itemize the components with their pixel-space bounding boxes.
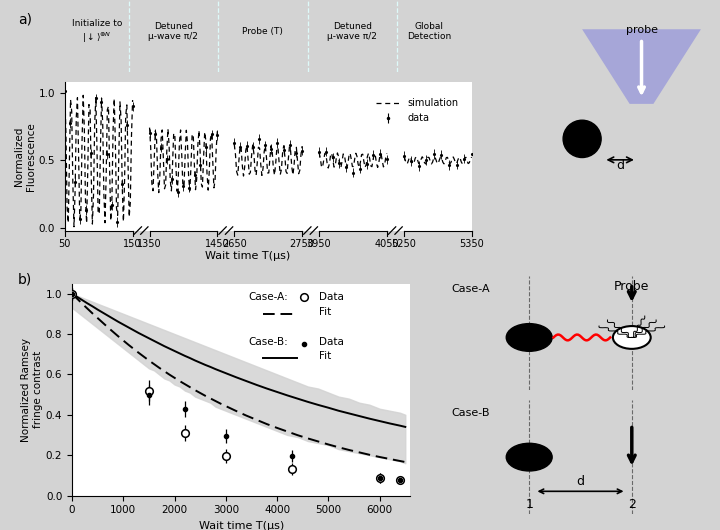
Text: 5350: 5350 [459, 240, 484, 250]
Legend: simulation, data: simulation, data [372, 94, 463, 127]
Text: Global
Detection: Global Detection [407, 22, 451, 41]
Text: Case-B: Case-B [451, 408, 490, 418]
Text: 150: 150 [123, 240, 142, 250]
Text: Case-A: Case-A [451, 284, 490, 294]
Text: 2750: 2750 [289, 240, 315, 250]
Text: 1: 1 [526, 498, 533, 510]
Text: 2: 2 [628, 498, 636, 510]
Polygon shape [582, 29, 701, 104]
Circle shape [613, 326, 651, 349]
Text: Detuned
μ-wave π/2: Detuned μ-wave π/2 [148, 22, 198, 41]
Text: Detuned
μ-wave π/2: Detuned μ-wave π/2 [328, 22, 377, 41]
Text: 2650: 2650 [222, 240, 247, 250]
Text: d: d [616, 159, 624, 172]
Circle shape [506, 324, 552, 351]
Text: Data: Data [319, 292, 344, 302]
Text: a): a) [18, 13, 32, 27]
Circle shape [506, 443, 552, 471]
Text: 5250: 5250 [392, 240, 416, 250]
Circle shape [563, 120, 601, 157]
Text: Data: Data [319, 337, 344, 347]
Text: 4050: 4050 [374, 240, 399, 250]
Text: 1350: 1350 [138, 240, 162, 250]
Text: Case-A:: Case-A: [248, 292, 288, 302]
Text: Probe: Probe [614, 280, 649, 294]
Text: probe: probe [626, 24, 657, 34]
X-axis label: Wait time T(μs): Wait time T(μs) [199, 521, 284, 530]
Text: b): b) [18, 273, 32, 287]
Text: Probe (T): Probe (T) [243, 28, 283, 36]
Text: Case-B:: Case-B: [248, 337, 288, 347]
Text: d: d [577, 475, 585, 488]
Text: Fit: Fit [319, 351, 331, 360]
Y-axis label: Normalized
Fluorescence: Normalized Fluorescence [14, 122, 36, 191]
Text: 50: 50 [58, 240, 71, 250]
Text: Fit: Fit [319, 307, 331, 317]
Text: 3950: 3950 [307, 240, 331, 250]
Text: Wait time T(μs): Wait time T(μs) [205, 251, 290, 261]
Y-axis label: Normalized Ramsey
fringe contrast: Normalized Ramsey fringe contrast [22, 338, 43, 441]
Text: Initialize to
$|\downarrow\rangle^{\otimes N}$: Initialize to $|\downarrow\rangle^{\otim… [71, 19, 122, 45]
Text: 1450: 1450 [205, 240, 230, 250]
